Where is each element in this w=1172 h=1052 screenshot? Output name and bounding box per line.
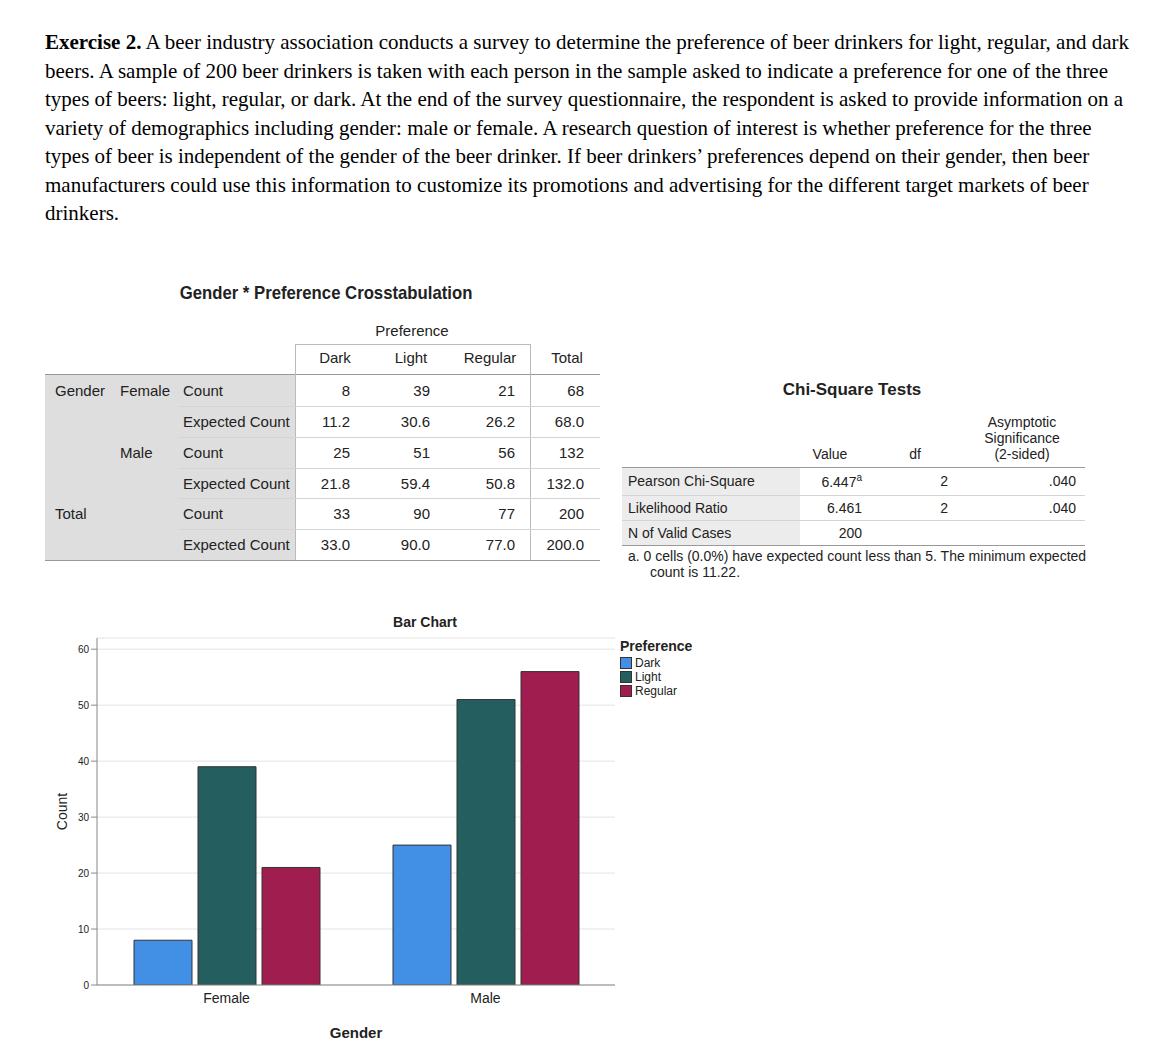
- html-text:132.0: 132.0: [546, 474, 584, 492]
- html-text:Total: Total: [551, 348, 583, 366]
- html-text:200: 200: [559, 504, 584, 522]
- html-text:50.8: 50.8: [485, 474, 515, 492]
- html-text:Preference: Preference: [375, 321, 449, 339]
- html-text:Count: Count: [183, 381, 223, 399]
- html-text:Total: Total: [55, 504, 87, 522]
- html-text:Female: Female: [120, 381, 170, 399]
- html-text:Bar Chart: Bar Chart: [393, 614, 457, 630]
- html-text:Count: Count: [183, 443, 223, 461]
- html-text:Expected Count: Expected Count: [183, 474, 290, 492]
- html-text:N of Valid Cases: N of Valid Cases: [628, 525, 732, 541]
- html-text:8: 8: [341, 381, 350, 399]
- html-text:132: 132: [559, 443, 584, 461]
- html-text:21.8: 21.8: [320, 474, 350, 492]
- html-text:Count: Count: [183, 504, 223, 522]
- html-text:33: 33: [333, 504, 350, 522]
- html-text:77.0: 77.0: [485, 535, 515, 553]
- html-text:Expected Count: Expected Count: [183, 535, 290, 553]
- html-text:Pearson Chi-Square: Pearson Chi-Square: [628, 473, 755, 489]
- svg-text:20: 20: [78, 868, 90, 879]
- html-text:Likelihood Ratio: Likelihood Ratio: [628, 500, 728, 516]
- html-text:Male: Male: [120, 443, 153, 461]
- html-text:Dark: Dark: [319, 348, 351, 366]
- svg-text:Gender: Gender: [330, 1024, 383, 1041]
- html-text:68.0: 68.0: [554, 412, 584, 430]
- html-text:2: 2: [940, 500, 948, 516]
- html-text:Chi-Square Tests: Chi-Square Tests: [782, 380, 922, 399]
- html-text:df: df: [909, 446, 921, 462]
- svg-text:60: 60: [78, 644, 90, 655]
- html-text:Value: Value: [812, 446, 848, 462]
- html-text:Gender * Preference Crosstabul: Gender * Preference Crosstabulation: [179, 282, 473, 303]
- html-text:25: 25: [333, 443, 350, 461]
- html-text:51: 51: [413, 443, 430, 461]
- svg-text:10: 10: [78, 924, 90, 935]
- html-text:Asymptotic Significance (2-sid: Asymptotic Significance (2-sided): [984, 414, 1060, 462]
- svg-text:Count: Count: [54, 793, 70, 830]
- html-text:Light: Light: [394, 348, 428, 366]
- html-text:.040: .040: [1048, 473, 1076, 489]
- svg-text:50: 50: [78, 700, 90, 711]
- html-text:Exercise 2. A beer industry as: Exercise 2. A beer industry association …: [45, 30, 1129, 225]
- html-text:.040: .040: [1048, 500, 1076, 516]
- html-text:11.2: 11.2: [321, 412, 350, 430]
- html-text:Light: Light: [635, 670, 661, 684]
- html-text:26.2: 26.2: [485, 412, 515, 430]
- html-text:90: 90: [413, 504, 430, 522]
- svg-text:30: 30: [78, 812, 90, 823]
- html-text:6.461: 6.461: [827, 500, 862, 516]
- html-text:68: 68: [567, 381, 584, 399]
- html-text:200: 200: [838, 525, 862, 541]
- svg-text:0: 0: [83, 980, 89, 991]
- html-text:30.6: 30.6: [400, 412, 430, 430]
- html-text:200.0: 200.0: [546, 535, 584, 553]
- svg-text:Female: Female: [203, 990, 250, 1006]
- html-text:21: 21: [498, 381, 515, 399]
- html-text:a. 0 cells (0.0%) have expecte: a. 0 cells (0.0%) have expected count le…: [628, 548, 1087, 580]
- html-text:Expected Count: Expected Count: [183, 412, 290, 430]
- svg-text:Male: Male: [470, 990, 501, 1006]
- html-text:77: 77: [498, 504, 515, 522]
- html-text:59.4: 59.4: [400, 474, 430, 492]
- html-text:Dark: Dark: [635, 656, 661, 670]
- html-text:Gender: Gender: [55, 381, 105, 399]
- html-text:56: 56: [498, 443, 515, 461]
- html-text:Regular: Regular: [463, 348, 517, 366]
- html-text:2: 2: [940, 473, 948, 489]
- html-text:90.0: 90.0: [400, 535, 430, 553]
- html-text:Regular: Regular: [635, 684, 677, 698]
- html-text:39: 39: [413, 381, 430, 399]
- svg-text:40: 40: [78, 756, 90, 767]
- html-text:6.447a: 6.447a: [821, 472, 862, 490]
- html-text:Preference: Preference: [620, 638, 693, 654]
- html-text:33.0: 33.0: [320, 535, 350, 553]
